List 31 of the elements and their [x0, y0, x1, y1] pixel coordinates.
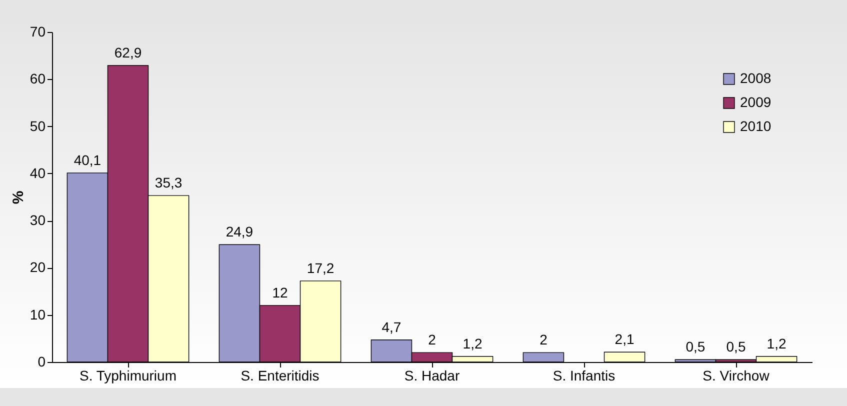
data-label: 40,1	[74, 152, 102, 168]
data-label: 35,3	[154, 174, 182, 191]
x-tick-label: S. Infantis	[552, 368, 616, 384]
data-label: 4,7	[382, 318, 402, 335]
y-tick-label: 60	[30, 70, 46, 87]
x-tick-label: S. Enteritidis	[240, 368, 320, 384]
y-tick-label: 20	[30, 259, 46, 276]
data-label: 24,9	[226, 224, 254, 240]
data-label: 1,2	[766, 335, 786, 352]
x-tick-label: S. Virchow	[702, 368, 770, 384]
data-label: 2	[540, 332, 548, 348]
data-label: 2	[428, 332, 436, 348]
y-tick-label: 10	[30, 306, 46, 322]
data-label: 0,5	[686, 338, 706, 355]
legend-label: 2009	[740, 94, 772, 110]
y-tick-label: 0	[38, 354, 46, 370]
y-tick-label: 40	[30, 164, 46, 181]
legend-label: 2010	[740, 118, 772, 134]
data-label: 1,2	[462, 335, 482, 352]
data-label: 2,1	[614, 331, 634, 348]
data-label: 0,5	[726, 338, 746, 355]
x-tick-label: S. Typhimurium	[80, 368, 176, 384]
data-label: 17,2	[306, 260, 334, 276]
legend-label: 2008	[740, 70, 772, 86]
y-axis-title: %	[10, 190, 27, 204]
y-tick-label: 50	[30, 118, 46, 134]
y-tick-label: 30	[30, 212, 46, 228]
data-label: 12	[272, 284, 288, 300]
y-tick-label: 70	[30, 24, 46, 40]
x-tick-label: S. Hadar	[404, 368, 460, 384]
data-label: 62,9	[114, 44, 142, 60]
